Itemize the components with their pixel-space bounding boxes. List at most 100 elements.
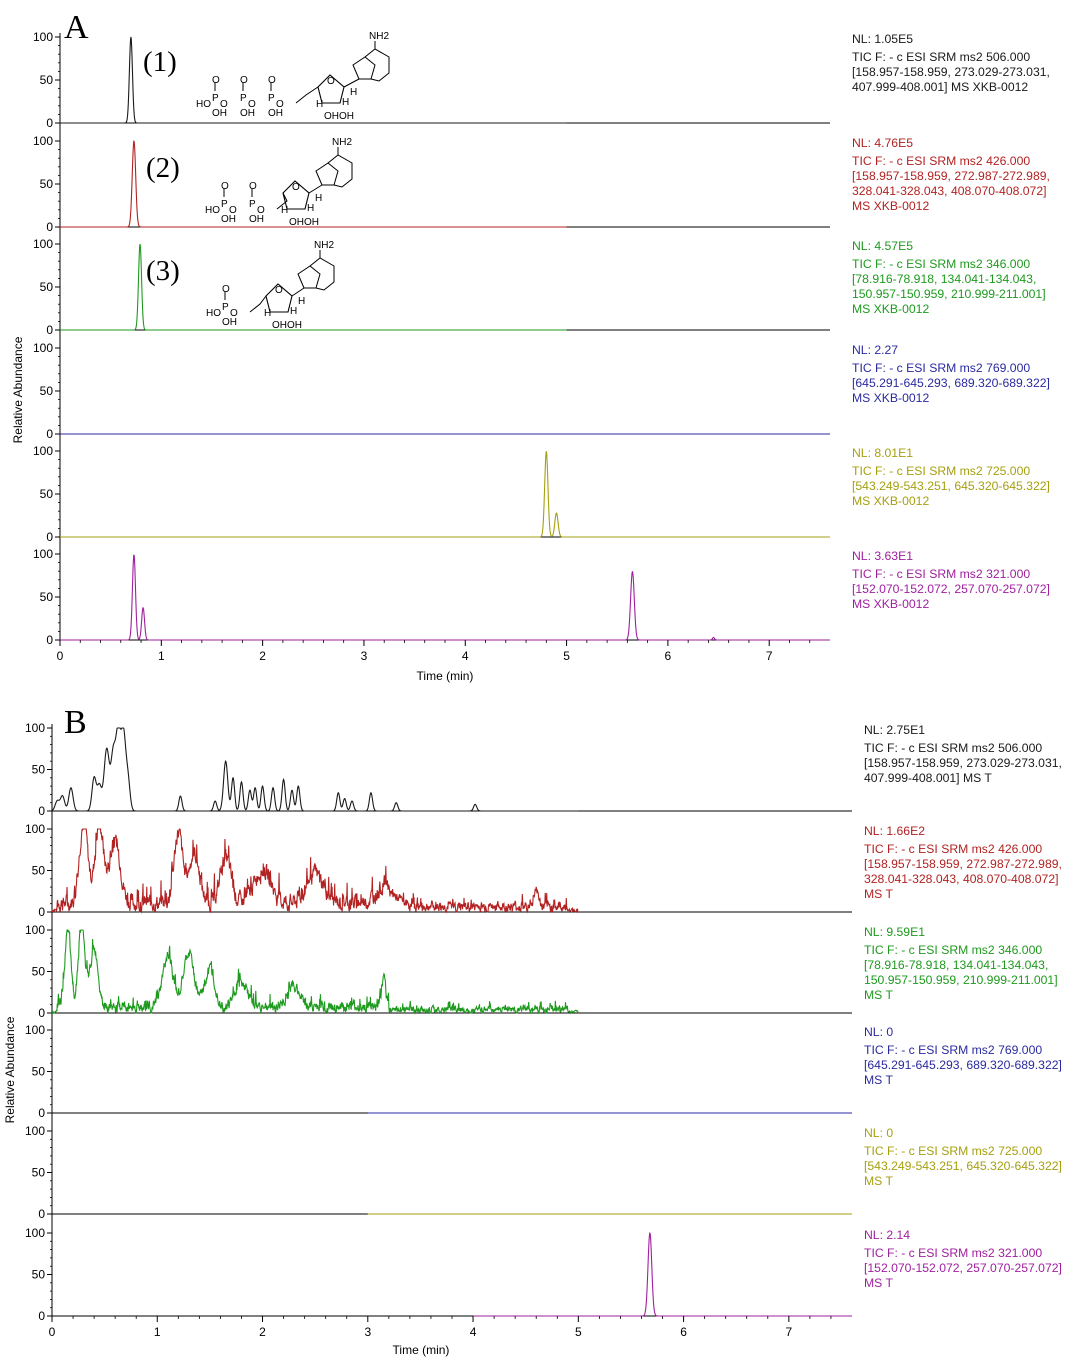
y-tick-label: 50 — [32, 1065, 46, 1079]
chem-group: HO — [205, 205, 220, 216]
x-tick-label: 6 — [665, 649, 672, 663]
trace-signal-line — [473, 1231, 852, 1317]
x-tick-label: 0 — [57, 649, 64, 663]
chem-group: H — [307, 203, 314, 214]
chem-group: P — [212, 93, 219, 104]
y-tick-label: 50 — [32, 864, 46, 878]
ribose-ring — [265, 283, 293, 313]
y-tick-label: 0 — [38, 1207, 45, 1221]
trace-nl-label: NL: 4.76E5 — [852, 136, 913, 150]
chem-group: OHOH — [289, 217, 319, 228]
chem-bond — [276, 192, 288, 210]
trace-desc-line: MS XKB-0012 — [852, 494, 929, 508]
imidazole-ring — [352, 56, 376, 80]
x-tick-label: 3 — [364, 1325, 371, 1339]
chem-group: O — [292, 182, 300, 193]
trace-panel-b-5: 100 50 0 NL: 0 TIC F: - c ESI SRM ms2 725.00… — [25, 1124, 1062, 1221]
chem-group: O — [240, 75, 248, 86]
chem-group: O — [257, 205, 265, 216]
chem-bond — [291, 287, 305, 297]
chem-nh2: NH2 — [332, 137, 352, 148]
x-tick-label: 6 — [680, 1325, 687, 1339]
trace-desc-line: [158.957-158.959, 273.029-273.031, — [864, 756, 1062, 770]
x-tick-label: 1 — [158, 649, 165, 663]
y-tick-label: 0 — [38, 1309, 45, 1323]
chem-group: P — [240, 93, 247, 104]
structure-label: (1) — [143, 46, 177, 78]
chem-group: HO — [196, 99, 211, 110]
y-tick-label: 100 — [25, 721, 45, 735]
trace-desc-line: MS XKB-0012 — [852, 391, 929, 405]
y-tick-label: 0 — [38, 905, 45, 919]
y-tick-label: 100 — [25, 822, 45, 836]
trace-desc-line: MS T — [864, 1276, 893, 1290]
chem-group: O — [248, 99, 256, 110]
y-axis-title: Relative Abundance — [11, 336, 25, 443]
trace-desc-line: [158.957-158.959, 273.029-273.031, — [852, 65, 1050, 79]
x-tick-label: 3 — [361, 649, 368, 663]
y-tick-label: 50 — [40, 280, 54, 294]
y-tick-label: 0 — [46, 633, 53, 647]
trace-desc-line: [543.249-543.251, 645.320-645.322] — [852, 479, 1050, 493]
trace-signal-line — [60, 451, 830, 538]
y-tick-label: 100 — [25, 1023, 45, 1037]
trace-panel-a-1: 100 50 0 NL: 1.05E5 TIC F: - c ESI SRM ms2 5… — [33, 30, 1050, 130]
y-tick-label: 100 — [33, 547, 53, 561]
trace-signal-line — [60, 36, 567, 124]
trace-panel-a-2: 100 50 0 NL: 4.76E5 TIC F: - c ESI SRM ms2 4… — [33, 134, 1050, 234]
chem-group: H — [316, 99, 323, 110]
chem-group: OH — [222, 317, 237, 328]
y-tick-label: 50 — [40, 177, 54, 191]
y-tick-label: 50 — [40, 73, 54, 87]
trace-desc-line: [158.957-158.959, 272.987-272.989, — [864, 857, 1062, 871]
chem-bond — [249, 295, 267, 313]
chem-group: H — [281, 205, 288, 216]
y-tick-label: 0 — [46, 116, 53, 130]
trace-desc-line: TIC F: - c ESI SRM ms2 725.000 — [864, 1144, 1042, 1158]
x-tick-label: 7 — [766, 649, 773, 663]
trace-desc-line: [543.249-543.251, 645.320-645.322] — [864, 1159, 1062, 1173]
y-tick-label: 100 — [33, 444, 53, 458]
chem-group: O — [229, 205, 237, 216]
trace-desc-line: 150.957-150.959, 210.999-211.001] — [864, 973, 1058, 987]
trace-desc-line: [78.916-78.918, 134.041-134.043, — [864, 958, 1048, 972]
trace-desc-line: [158.957-158.959, 272.987-272.989, — [852, 169, 1050, 183]
trace-nl-label: NL: 9.59E1 — [864, 925, 925, 939]
chem-group: P — [249, 199, 256, 210]
chem-group: OH — [249, 214, 264, 225]
chem-group: O — [220, 99, 228, 110]
trace-panel-b-1: 100 50 0 NL: 2.75E1 TIC F: - c ESI SRM ms2 5… — [25, 721, 1062, 818]
trace-desc-line: TIC F: - c ESI SRM ms2 725.000 — [852, 464, 1030, 478]
trace-panel-a-6: 100 50 0 NL: 3.63E1 TIC F: - c ESI SRM ms2 3… — [33, 547, 1050, 647]
trace-desc-line: 328.041-328.043, 408.070-408.072] — [852, 184, 1047, 198]
trace-desc-line: TIC F: - c ESI SRM ms2 321.000 — [852, 567, 1030, 581]
chem-group: P — [268, 93, 275, 104]
trace-nl-label: NL: 0 — [864, 1025, 893, 1039]
trace-desc-line: MS T — [864, 988, 893, 1002]
chem-group: P — [221, 199, 228, 210]
trace-desc-line: TIC F: - c ESI SRM ms2 426.000 — [852, 154, 1030, 168]
trace-panel-a-3: 100 50 0 NL: 4.57E5 TIC F: - c ESI SRM ms2 3… — [33, 237, 1046, 337]
ribose-ring — [317, 74, 345, 104]
y-tick-label: 0 — [38, 1106, 45, 1120]
trace-desc-line: [152.070-152.072, 257.070-257.072] — [852, 582, 1050, 596]
trace-nl-label: NL: 4.57E5 — [852, 239, 913, 253]
chem-group: O — [276, 99, 284, 110]
y-tick-label: 100 — [25, 1226, 45, 1240]
trace-desc-line: MS T — [864, 1174, 893, 1188]
structure-label: (2) — [146, 152, 180, 184]
panel-letter-a: A — [64, 9, 89, 46]
pyrimidine-ring — [327, 154, 353, 188]
chem-group: OHOH — [324, 111, 354, 122]
trace-nl-label: NL: 2.75E1 — [864, 723, 925, 737]
trace-desc-line: [152.070-152.072, 257.070-257.072] — [864, 1261, 1062, 1275]
x-axis-title: Time (min) — [417, 669, 474, 683]
chem-group: P — [222, 302, 229, 313]
chem-group: O — [230, 308, 238, 319]
trace-signal-line — [51, 929, 579, 1015]
trace-desc-line: TIC F: - c ESI SRM ms2 346.000 — [852, 257, 1030, 271]
y-tick-label: 100 — [25, 1124, 45, 1138]
